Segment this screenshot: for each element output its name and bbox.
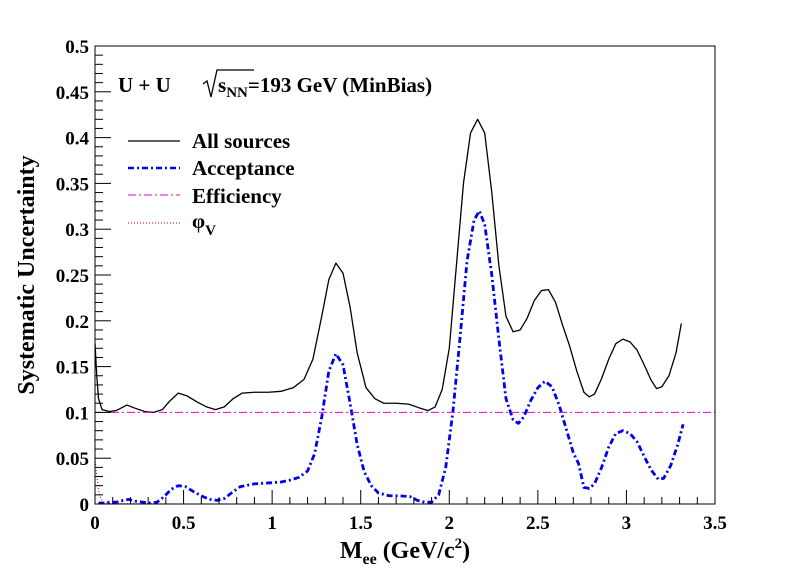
y-tick-label: 0.4 bbox=[65, 129, 89, 150]
legend-label-efficiency: Efficiency bbox=[192, 184, 282, 208]
x-axis-ticks: 0 0.5 1 1.5 2 2.5 3 3.5 bbox=[90, 490, 727, 534]
y-tick-label: 0.2 bbox=[65, 312, 89, 333]
y-tick-label: 0.45 bbox=[56, 83, 89, 104]
x-tick-label: 1.5 bbox=[349, 513, 373, 534]
x-tick-label: 3 bbox=[622, 513, 632, 534]
y-axis-title: Systematic Uncertainty bbox=[14, 155, 40, 394]
x-axis-title-unit-sup: 2 bbox=[455, 536, 463, 552]
y-tick-label: 0.05 bbox=[56, 449, 89, 470]
x-tick-label: 2 bbox=[445, 513, 455, 534]
x-axis-title: Mee (GeV/c2) bbox=[340, 536, 470, 568]
legend-label-phiv-symbol: φ bbox=[192, 209, 205, 233]
legend-label-all-sources: All sources bbox=[192, 129, 290, 153]
x-axis-title-unit-close: ) bbox=[462, 538, 470, 564]
y-tick-label: 0.25 bbox=[56, 266, 89, 287]
annotation-system: U + U bbox=[118, 73, 171, 97]
x-tick-label: 2.5 bbox=[526, 513, 550, 534]
x-tick-label: 3.5 bbox=[703, 513, 727, 534]
annotation-energy: sNN=193 GeV (MinBias) bbox=[218, 73, 432, 101]
y-tick-label: 0.5 bbox=[65, 37, 89, 58]
annotation-energy-symbol: s bbox=[218, 73, 226, 97]
series-line-0 bbox=[94, 118, 682, 414]
legend-label-phiv: φV bbox=[192, 209, 216, 239]
x-axis-title-sub: ee bbox=[362, 551, 376, 568]
y-tick-label: 0 bbox=[80, 495, 90, 516]
x-tick-label: 0.5 bbox=[172, 513, 196, 534]
legend: All sources Acceptance Efficiency φV bbox=[128, 129, 295, 239]
legend-label-acceptance: Acceptance bbox=[192, 156, 295, 180]
y-tick-label: 0.15 bbox=[56, 358, 89, 379]
annotation-energy-value: =193 GeV (MinBias) bbox=[248, 73, 432, 97]
legend-label-phiv-subscript: V bbox=[205, 223, 216, 239]
annotation-energy-subscript: NN bbox=[226, 85, 248, 101]
series-line-1 bbox=[98, 209, 685, 505]
y-tick-label: 0.35 bbox=[56, 174, 89, 195]
x-axis-title-unit: (GeV/c bbox=[377, 538, 455, 564]
x-tick-label: 0 bbox=[90, 513, 100, 534]
x-tick-label: 1 bbox=[267, 513, 277, 534]
collision-annotation: U + U sNN=193 GeV (MinBias) bbox=[118, 69, 432, 101]
sqrt-symbol bbox=[202, 69, 254, 98]
x-axis-title-main: M bbox=[340, 538, 363, 564]
y-tick-label: 0.3 bbox=[65, 220, 89, 241]
y-tick-label: 0.1 bbox=[65, 403, 89, 424]
y-axis-ticks: 0 0.05 0.1 0.15 0.2 0.25 0.3 0.35 0.4 0.45 0.5 bbox=[56, 37, 111, 516]
